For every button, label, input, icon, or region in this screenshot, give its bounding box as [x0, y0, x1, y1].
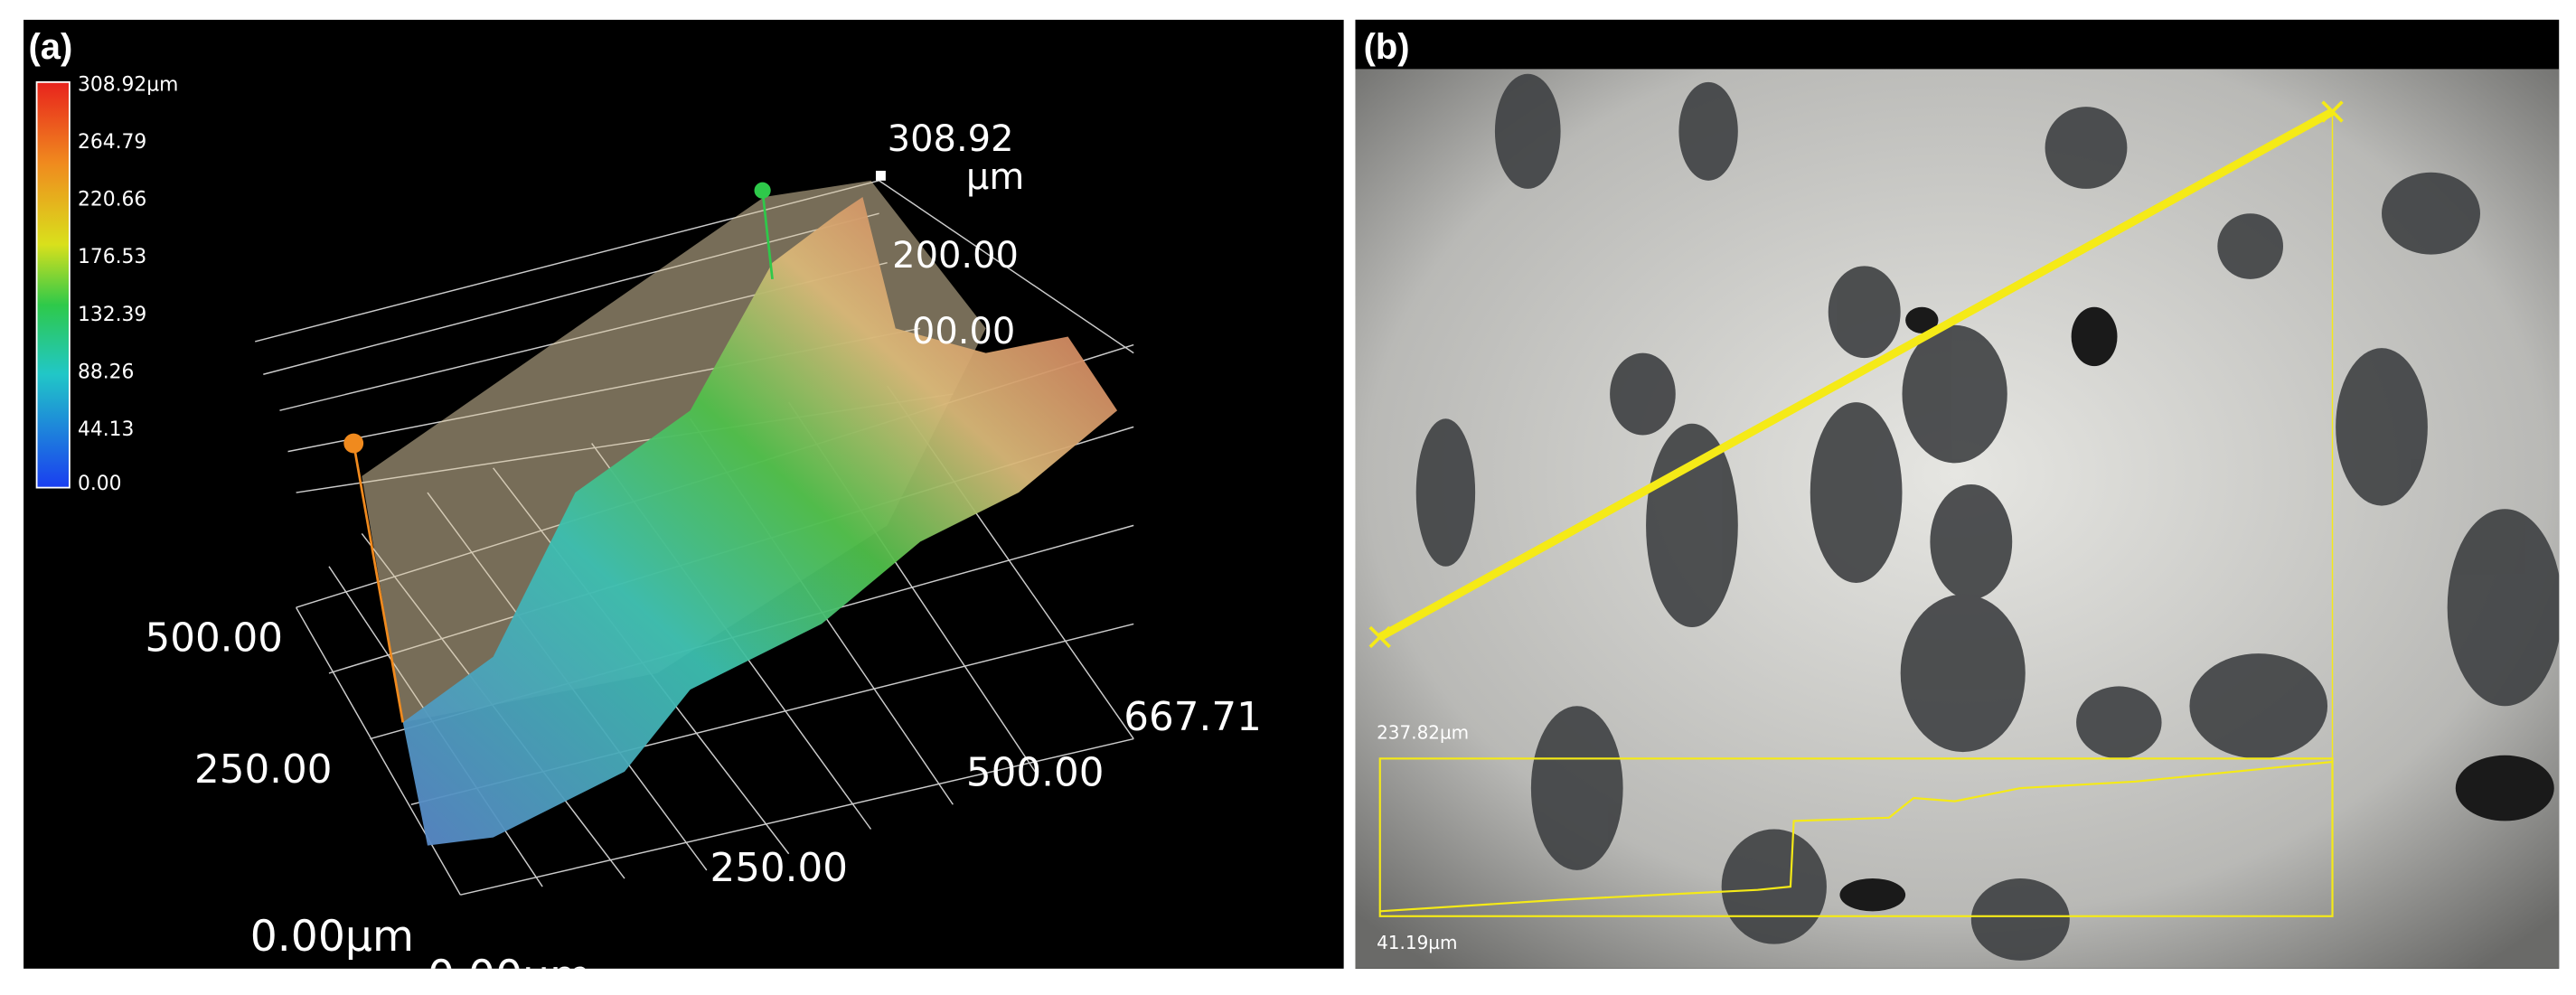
y-axis-tick: 0.00µm [250, 912, 414, 962]
panel-b: 237.82µm 41.19µm (b) [1355, 19, 2560, 969]
x-axis-tick: 500.00 [966, 751, 1105, 796]
y-axis-tick: 250.00 [194, 747, 333, 793]
marker [875, 170, 886, 181]
profile-line [1379, 760, 2333, 913]
z-axis-unit: µm [966, 156, 1024, 198]
measure-end [1368, 100, 2344, 649]
colorbar-label: 220.66 [78, 189, 146, 211]
panel-label: (b) [1364, 27, 1410, 67]
z-axis-tick: 200.00 [892, 235, 1019, 277]
colorbar-label: 44.13 [78, 418, 134, 441]
z-axis-max: 308.92 [888, 118, 1014, 160]
colorbar-label: 0.00 [78, 473, 122, 495]
panel-label: (a) [28, 27, 72, 67]
marker-line [352, 443, 405, 723]
colorbar-label: 264.79 [78, 131, 146, 154]
profile-box [1378, 757, 2334, 917]
colorbar-label: 132.39 [78, 304, 146, 326]
x-axis-tick: 250.00 [710, 846, 848, 891]
profile-min: 41.19µm [1377, 932, 1457, 953]
x-axis-tick: 667.71 [1123, 695, 1262, 740]
x-axis-tick: 0.00µm [428, 952, 591, 995]
z-axis-tick: 00.00 [912, 311, 1015, 352]
measure-line [1377, 108, 2335, 641]
panel-a: 308.92µm 264.79 220.66 176.53 132.39 88.… [24, 19, 1344, 995]
colorbar-label: 88.26 [78, 361, 134, 383]
colorbar-label: 176.53 [78, 246, 146, 268]
marker [343, 433, 364, 454]
colorbar-label: 308.92µm [78, 73, 178, 96]
profile-max: 237.82µm [1377, 722, 1469, 744]
y-axis-tick: 500.00 [145, 616, 283, 662]
marker-line [761, 190, 774, 280]
marker [754, 182, 771, 199]
surface [402, 197, 1118, 846]
